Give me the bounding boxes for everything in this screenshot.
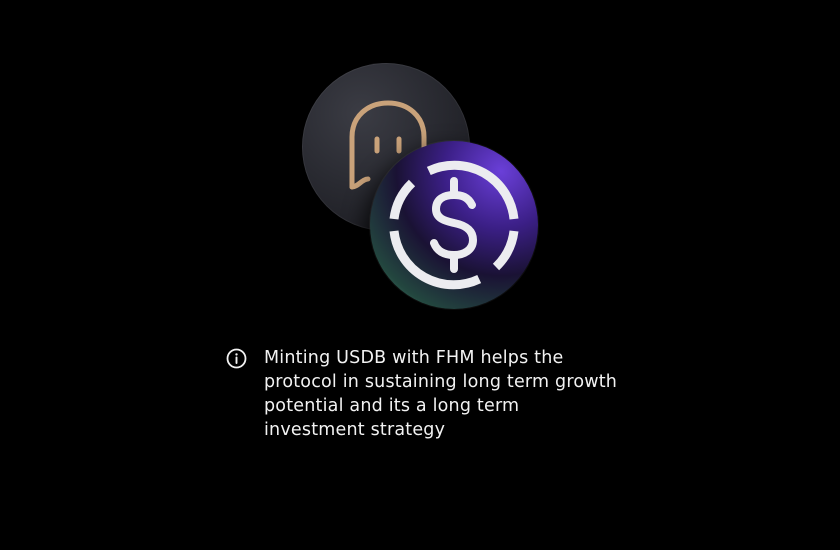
- info-icon: [226, 348, 247, 369]
- dollar-coin-icon: [389, 160, 519, 290]
- info-text: Minting USDB with FHM helps the protocol…: [264, 348, 618, 440]
- token-pair-illustration: [302, 63, 538, 309]
- usdb-token: [370, 141, 538, 309]
